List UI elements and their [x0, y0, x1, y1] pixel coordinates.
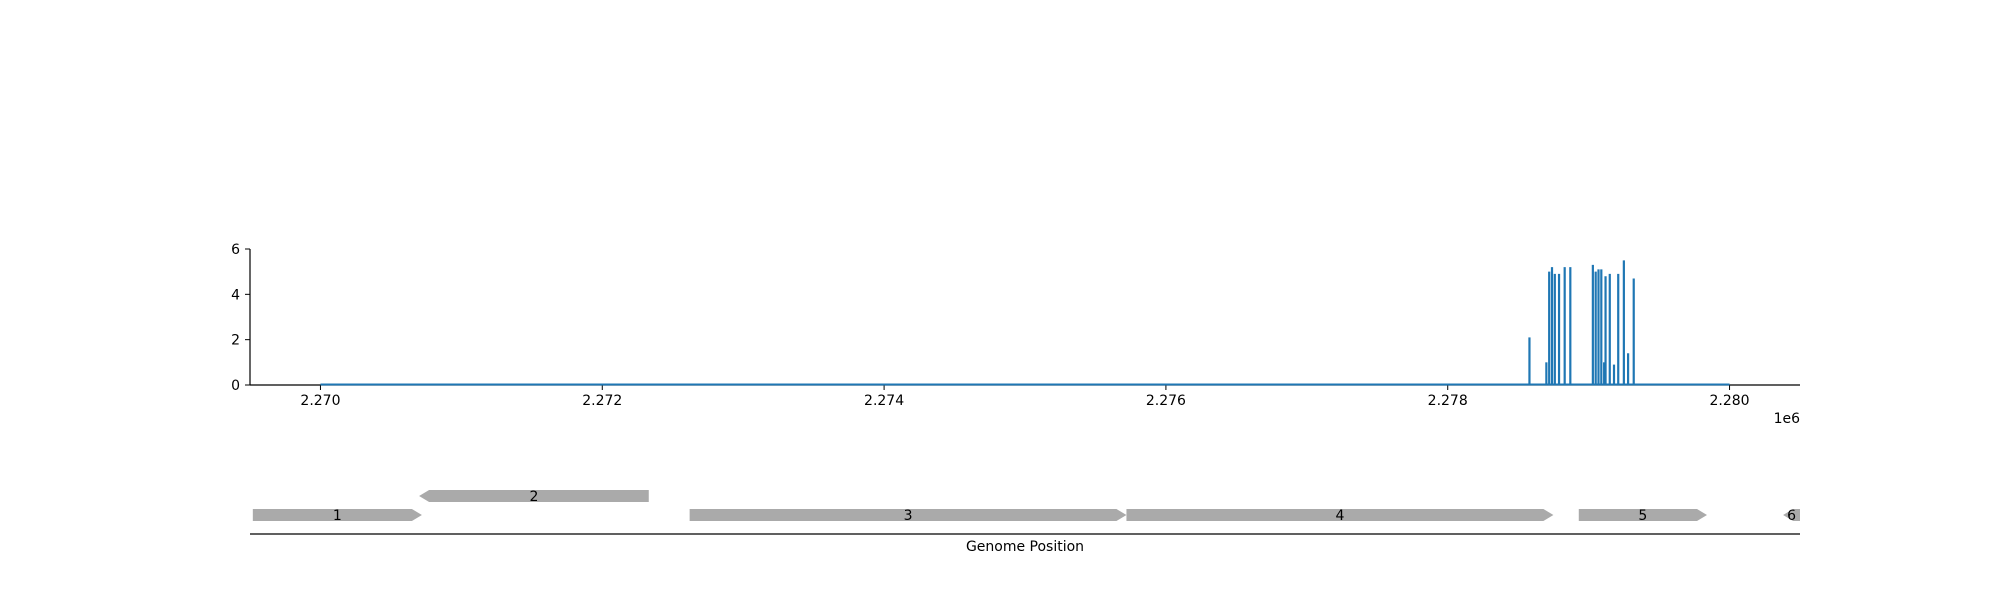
gene-arrow	[689, 509, 1127, 521]
y-tick-label: 2	[231, 333, 240, 349]
gene-label: 1	[333, 508, 342, 524]
gene-label: 4	[1335, 508, 1344, 524]
y-tick-label: 0	[231, 378, 240, 394]
gene-arrow	[1783, 509, 1800, 521]
x-tick-label: 2.270	[300, 393, 340, 409]
x-offset-label: 1e6	[1774, 411, 1801, 427]
y-tick-label: 4	[231, 287, 240, 303]
gene-arrow	[419, 490, 649, 502]
gene-label: 2	[529, 489, 538, 505]
gene-arrow	[252, 509, 422, 521]
x-tick-label: 2.276	[1146, 393, 1186, 409]
x-tick-label: 2.278	[1428, 393, 1468, 409]
gene-arrow	[1126, 509, 1554, 521]
x-tick-label: 2.272	[582, 393, 622, 409]
gene-arrow	[1578, 509, 1707, 521]
x-tick-label: 2.274	[864, 393, 904, 409]
coverage-plot: 0 2 4 6 2.270 2.272 2.274 2.276 2.278 2.280 1e6	[231, 242, 1800, 427]
gene-track: 1 2 3 4 5 6 Genome Position	[250, 489, 1800, 555]
gene-label: 5	[1638, 508, 1647, 524]
gene-label: 3	[904, 508, 913, 524]
gene-label: 6	[1787, 508, 1796, 524]
x-tick-label: 2.280	[1709, 393, 1749, 409]
gene-track-xlabel: Genome Position	[966, 539, 1084, 555]
y-tick-label: 6	[231, 242, 240, 258]
